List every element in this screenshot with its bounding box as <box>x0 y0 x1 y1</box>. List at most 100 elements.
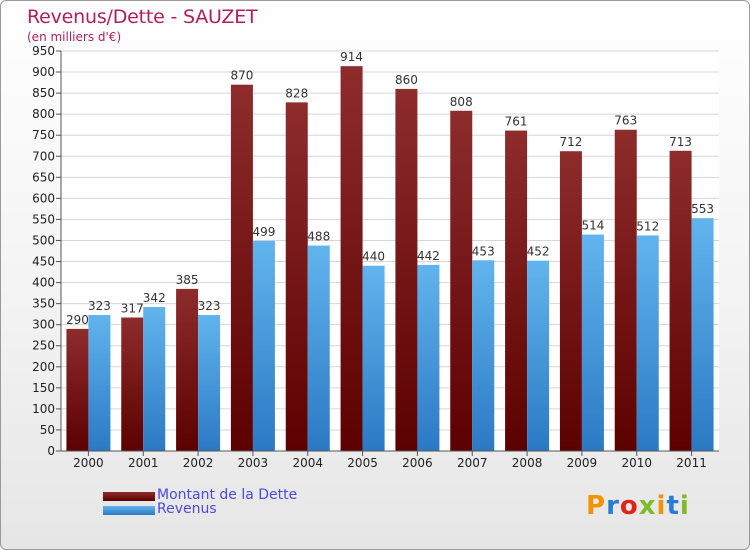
data-label-dette-2000: 290 <box>66 313 89 327</box>
x-tick-label-2005: 2005 <box>347 456 378 470</box>
data-label-revenus-2006: 442 <box>417 249 440 263</box>
data-label-dette-2002: 385 <box>176 273 199 287</box>
bar-dette-2009 <box>559 151 582 452</box>
bar-dette-2000 <box>66 328 89 451</box>
data-label-dette-2007: 808 <box>450 95 473 109</box>
x-tick-label-2001: 2001 <box>128 456 159 470</box>
data-label-dette-2008: 761 <box>505 115 528 129</box>
data-label-revenus-2000: 323 <box>88 299 111 313</box>
bar-dette-2008 <box>505 130 528 451</box>
bar-revenus-2007 <box>472 260 495 451</box>
bar-revenus-2004 <box>307 245 330 451</box>
legend-label-dette: Montant de la Dette <box>157 487 298 503</box>
data-label-revenus-2010: 512 <box>636 219 659 233</box>
data-label-revenus-2005: 440 <box>362 250 385 264</box>
x-tick-label-2006: 2006 <box>402 456 433 470</box>
data-label-revenus-2004: 488 <box>307 230 330 244</box>
y-tick-label: 350 <box>32 297 55 311</box>
y-tick-label: 550 <box>32 212 55 226</box>
data-label-revenus-2001: 342 <box>143 291 166 305</box>
y-tick-label: 100 <box>32 402 55 416</box>
y-tick-label: 650 <box>32 170 55 184</box>
logo-letter: i <box>679 491 690 521</box>
grid-lines <box>61 50 719 452</box>
data-label-dette-2003: 870 <box>230 69 253 83</box>
y-tick-label: 200 <box>32 360 55 374</box>
data-label-dette-2001: 317 <box>121 302 144 316</box>
plot-area <box>61 51 719 451</box>
y-tick-label: 700 <box>32 149 55 163</box>
bars <box>66 66 714 452</box>
bar-dette-2011 <box>669 150 692 451</box>
legend-label-revenus: Revenus <box>157 501 217 517</box>
bar-dette-2002 <box>176 288 199 451</box>
y-tick-label: 0 <box>47 444 55 458</box>
legend-swatch-dette <box>103 492 155 501</box>
data-label-dette-2006: 860 <box>395 73 418 87</box>
logo-letter: i <box>656 491 667 521</box>
x-tick-label-2002: 2002 <box>183 456 214 470</box>
logo-letter: x <box>638 491 657 521</box>
y-tick-label: 600 <box>32 191 55 205</box>
y-tick-label: 900 <box>32 65 55 79</box>
axes: 0 50 100 150 200 250 300 350 400 450 500 550 600 650 7… <box>32 44 719 470</box>
bar-revenus-2006 <box>417 264 440 451</box>
y-tick-label: 950 <box>32 44 55 58</box>
bar-revenus-2003 <box>252 240 275 451</box>
legend-swatch-revenus <box>103 506 155 515</box>
y-tick-label: 250 <box>32 339 55 353</box>
bar-dette-2007 <box>450 110 473 451</box>
y-tick-label: 850 <box>32 86 55 100</box>
y-tick-label: 150 <box>32 381 55 395</box>
logo-letter: r <box>606 491 620 521</box>
y-tick-label: 50 <box>40 423 55 437</box>
y-tick-label: 800 <box>32 107 55 121</box>
data-label-revenus-2011: 553 <box>691 202 714 216</box>
data-label-revenus-2002: 323 <box>198 299 221 313</box>
data-label-revenus-2007: 453 <box>472 244 495 258</box>
bar-revenus-2011 <box>691 218 714 451</box>
bar-revenus-2010 <box>636 235 659 451</box>
bar-dette-2001 <box>121 317 144 451</box>
x-tick-label-2000: 2000 <box>73 456 104 470</box>
bar-dette-2003 <box>230 84 253 452</box>
y-tick-label: 450 <box>32 255 55 269</box>
bar-revenus-2002 <box>198 315 221 451</box>
y-tick-label: 500 <box>32 233 55 247</box>
bar-dette-2004 <box>285 102 308 452</box>
bar-dette-2006 <box>395 88 418 451</box>
chart-title: Revenus/Dette - SAUZET <box>27 6 258 28</box>
x-tick-label-2010: 2010 <box>621 456 652 470</box>
y-tick-label: 750 <box>32 128 55 142</box>
bar-dette-2010 <box>614 129 637 451</box>
y-tick-label: 300 <box>32 318 55 332</box>
bar-revenus-2005 <box>362 265 385 451</box>
data-label-dette-2010: 763 <box>614 114 637 128</box>
x-tick-label-2007: 2007 <box>457 456 488 470</box>
chart-subtitle: (en milliers d'€) <box>27 30 122 44</box>
data-label-revenus-2008: 452 <box>527 245 550 259</box>
x-tick-label-2011: 2011 <box>676 456 707 470</box>
bar-dette-2005 <box>340 66 363 451</box>
bar-revenus-2000 <box>88 315 111 451</box>
data-label-revenus-2009: 514 <box>581 219 604 233</box>
data-label-dette-2005: 914 <box>340 50 363 64</box>
bar-revenus-2001 <box>143 307 166 451</box>
y-tick-label: 400 <box>32 276 55 290</box>
data-label-revenus-2003: 499 <box>252 225 275 239</box>
data-label-dette-2011: 713 <box>669 135 692 149</box>
x-tick-label-2008: 2008 <box>512 456 543 470</box>
logo-letter: P <box>586 491 607 521</box>
bar-revenus-2009 <box>581 234 604 451</box>
data-label-dette-2004: 828 <box>285 86 308 100</box>
x-tick-label-2009: 2009 <box>567 456 598 470</box>
data-label-dette-2009: 712 <box>559 135 582 149</box>
x-tick-label-2003: 2003 <box>238 456 269 470</box>
bar-revenus-2008 <box>527 260 550 451</box>
logo-letter: t <box>666 491 680 521</box>
x-tick-label-2004: 2004 <box>292 456 323 470</box>
logo-letter: o <box>619 491 639 521</box>
